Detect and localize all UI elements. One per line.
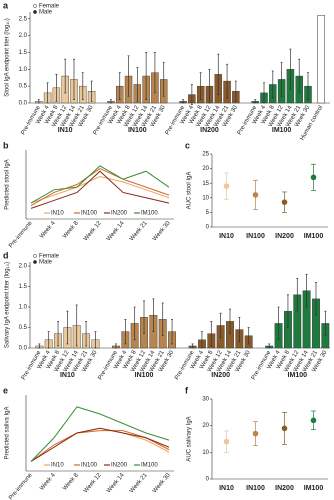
legend-label: IN100 xyxy=(81,211,98,217)
y-tick-label: 2.0 xyxy=(19,264,28,270)
panel-label: e xyxy=(3,385,8,395)
point xyxy=(252,192,259,198)
y-axis-label: Salivary IgA endpoint titer (log₁₀) xyxy=(5,262,11,348)
point xyxy=(223,438,230,445)
bar xyxy=(317,15,325,104)
x-tick-label: Week 8 xyxy=(62,472,80,492)
series-line xyxy=(30,170,170,209)
legend-marker xyxy=(33,260,37,264)
y-tick-label: 0.5 xyxy=(19,325,28,331)
x-tick-label: IN10 xyxy=(219,233,234,240)
panel-label: d xyxy=(3,250,9,260)
x-tick-label: IM100 xyxy=(304,485,324,492)
y-axis-label: Stool IgA endpoint titer (log₁₀) xyxy=(5,18,11,97)
y-axis-label: Predicted stool IgA xyxy=(5,159,11,209)
x-tick-label: Week 4 xyxy=(39,220,57,240)
panel-label: b xyxy=(3,140,9,150)
x-tick-label: Week 21 xyxy=(129,472,149,494)
x-tick-label: Pre-immune xyxy=(8,472,34,500)
series-line xyxy=(30,176,170,204)
x-tick-label: IN100 xyxy=(246,233,265,240)
group-label: IM100 xyxy=(288,372,308,379)
legend-label: IN100 xyxy=(81,463,98,469)
x-tick-label: Week 21 xyxy=(129,220,149,242)
y-tick-label: 25 xyxy=(202,152,209,158)
legend-label: IN10 xyxy=(51,463,64,469)
x-tick-label: Week 30 xyxy=(152,220,172,242)
group-label: IN10 xyxy=(58,127,73,134)
panel-label: f xyxy=(185,385,189,395)
y-axis-label: Predicted saliva IgA xyxy=(5,406,11,459)
series-line xyxy=(30,430,170,462)
y-tick-label: 1.5 xyxy=(19,284,28,290)
x-tick-label: IN10 xyxy=(219,485,234,492)
y-tick-label: 2.5 xyxy=(19,16,28,22)
group-label: IN200 xyxy=(200,127,219,134)
legend-label: IN200 xyxy=(111,463,128,469)
y-tick-label: 5 xyxy=(206,210,210,216)
legend-label: Female xyxy=(39,4,60,10)
legend-label: IM100 xyxy=(141,463,158,469)
legend-marker xyxy=(33,254,37,258)
point xyxy=(310,417,317,424)
y-tick-label: 0 xyxy=(206,225,210,231)
y-tick-label: 1.0 xyxy=(19,305,28,311)
x-tick-label: IN200 xyxy=(275,485,294,492)
x-tick-label: Pre-immune xyxy=(8,220,34,249)
x-tick-label: Week 14 xyxy=(106,220,126,242)
legend-label: Female xyxy=(39,254,60,260)
series-line xyxy=(30,165,170,204)
point xyxy=(281,199,288,205)
y-tick-label: 0 xyxy=(206,477,210,483)
y-tick-label: 0.5 xyxy=(19,84,28,90)
series-line xyxy=(30,406,170,462)
group-label: IN100 xyxy=(128,127,147,134)
panel-label: a xyxy=(3,0,9,10)
point xyxy=(223,183,230,189)
y-tick-label: 2.0 xyxy=(19,33,28,39)
legend-label: IM100 xyxy=(141,211,158,217)
x-tick-label: Week 4 xyxy=(39,472,57,492)
x-tick-label: IM100 xyxy=(304,233,324,240)
group-label: IN100 xyxy=(135,372,154,379)
legend-label: Male xyxy=(39,10,53,16)
y-tick-label: 10 xyxy=(202,450,209,456)
group-label: IM100 xyxy=(272,127,292,134)
x-tick-label: Week 14 xyxy=(106,472,126,494)
y-tick-label: 0.0 xyxy=(19,101,28,107)
series-line xyxy=(30,427,170,462)
x-tick-label: Week 30 xyxy=(152,472,172,494)
point xyxy=(281,425,288,432)
point xyxy=(252,430,259,437)
y-tick-label: 20 xyxy=(202,166,209,172)
group-label: IN200 xyxy=(211,372,230,379)
legend-marker xyxy=(33,10,37,14)
series-line xyxy=(30,168,170,207)
legend-label: Male xyxy=(39,260,53,266)
y-axis-label: AUC stool IgA xyxy=(187,172,193,210)
y-tick-label: 0.0 xyxy=(19,346,28,352)
y-tick-label: 1.0 xyxy=(19,67,28,73)
y-tick-label: 20 xyxy=(202,423,209,429)
legend-marker xyxy=(33,4,37,8)
y-tick-label: 15 xyxy=(202,181,209,187)
y-tick-label: 10 xyxy=(202,195,209,201)
point xyxy=(310,174,317,181)
legend-label: IN200 xyxy=(111,211,128,217)
y-tick-label: 1.5 xyxy=(19,50,28,56)
x-tick-label: IN100 xyxy=(246,485,265,492)
legend-label: IN10 xyxy=(51,211,64,217)
group-label: IN10 xyxy=(60,372,75,379)
x-tick-label: Week 12 xyxy=(83,472,103,494)
panel-label: c xyxy=(185,140,190,150)
x-tick-label: Week 12 xyxy=(83,220,103,242)
y-tick-label: 30 xyxy=(202,397,209,403)
x-tick-label: Week 8 xyxy=(62,220,80,240)
y-axis-label: AUC salivary IgA xyxy=(187,416,193,461)
x-tick-label: IN200 xyxy=(275,233,294,240)
